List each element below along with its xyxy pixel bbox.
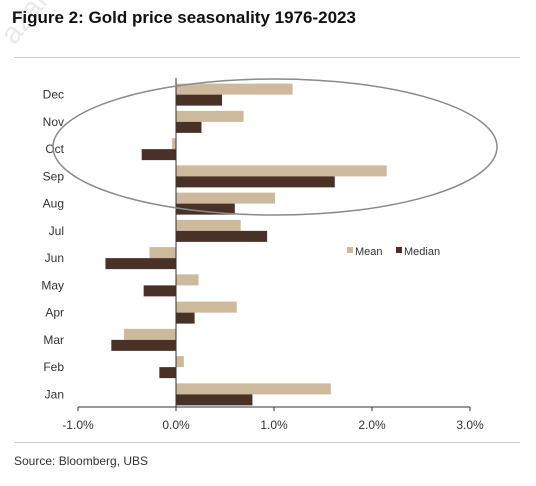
category-label-oct: Oct [45,142,64,156]
category-label-sep: Sep [43,169,65,183]
x-tick-label: 3.0% [456,418,484,432]
bar-median-jan [176,394,253,406]
bar-mean-jul [176,219,241,231]
bar-mean-aug [176,192,275,204]
bar-median-dec [176,94,223,106]
bar-mean-jan [176,383,331,395]
legend-median-swatch [396,247,402,253]
legend: Mean Median [347,246,440,258]
category-label-apr: Apr [45,306,64,320]
bar-median-jul [176,230,268,242]
bar-mean-may [176,274,199,286]
source-note: Source: Bloomberg, UBS [14,454,149,468]
bar-mean-feb [176,356,184,368]
bar-mean-mar [124,328,176,340]
bar-mean-sep [176,165,387,177]
highlight-ellipse [52,78,498,216]
category-label-jul: Jul [49,224,64,238]
category-label-aug: Aug [43,197,64,211]
bar-median-may [143,285,176,297]
bar-mean-dec [176,83,293,95]
bars-group [105,83,387,406]
bar-median-apr [176,312,195,324]
x-axis: -1.0% 0.0% 1.0% 2.0% 3.0% [62,78,484,432]
bar-median-aug [176,203,235,215]
bar-mean-oct [172,138,176,150]
category-label-feb: Feb [43,360,64,374]
category-label-may: May [41,278,64,292]
category-label-jan: Jan [45,387,64,401]
bar-mean-nov [176,110,244,122]
bar-median-mar [111,339,176,351]
legend-mean-label: Mean [355,246,383,258]
bar-median-feb [159,367,176,379]
bar-median-oct [141,149,176,161]
bar-mean-jun [149,247,176,259]
x-tick-label: 0.0% [162,418,190,432]
x-tick-label: 2.0% [358,418,386,432]
legend-mean-swatch [347,247,353,253]
bar-median-sep [176,176,335,188]
category-label-mar: Mar [43,333,64,347]
bottom-divider [14,442,520,443]
category-label-dec: Dec [43,88,64,102]
category-labels: Jan Feb Mar Apr May Jun Jul Aug Sep Oct Nov Dec [41,88,64,402]
bar-median-nov [176,121,202,133]
figure-title: Figure 2: Gold price seasonality 1976-20… [12,8,356,27]
category-label-jun: Jun [45,251,64,265]
x-tick-label: 1.0% [260,418,288,432]
category-label-nov: Nov [43,115,64,129]
bar-median-jun [105,258,176,270]
bar-mean-apr [176,301,237,313]
legend-median-label: Median [404,246,440,258]
top-divider [14,57,520,58]
x-tick-label: -1.0% [62,418,94,432]
